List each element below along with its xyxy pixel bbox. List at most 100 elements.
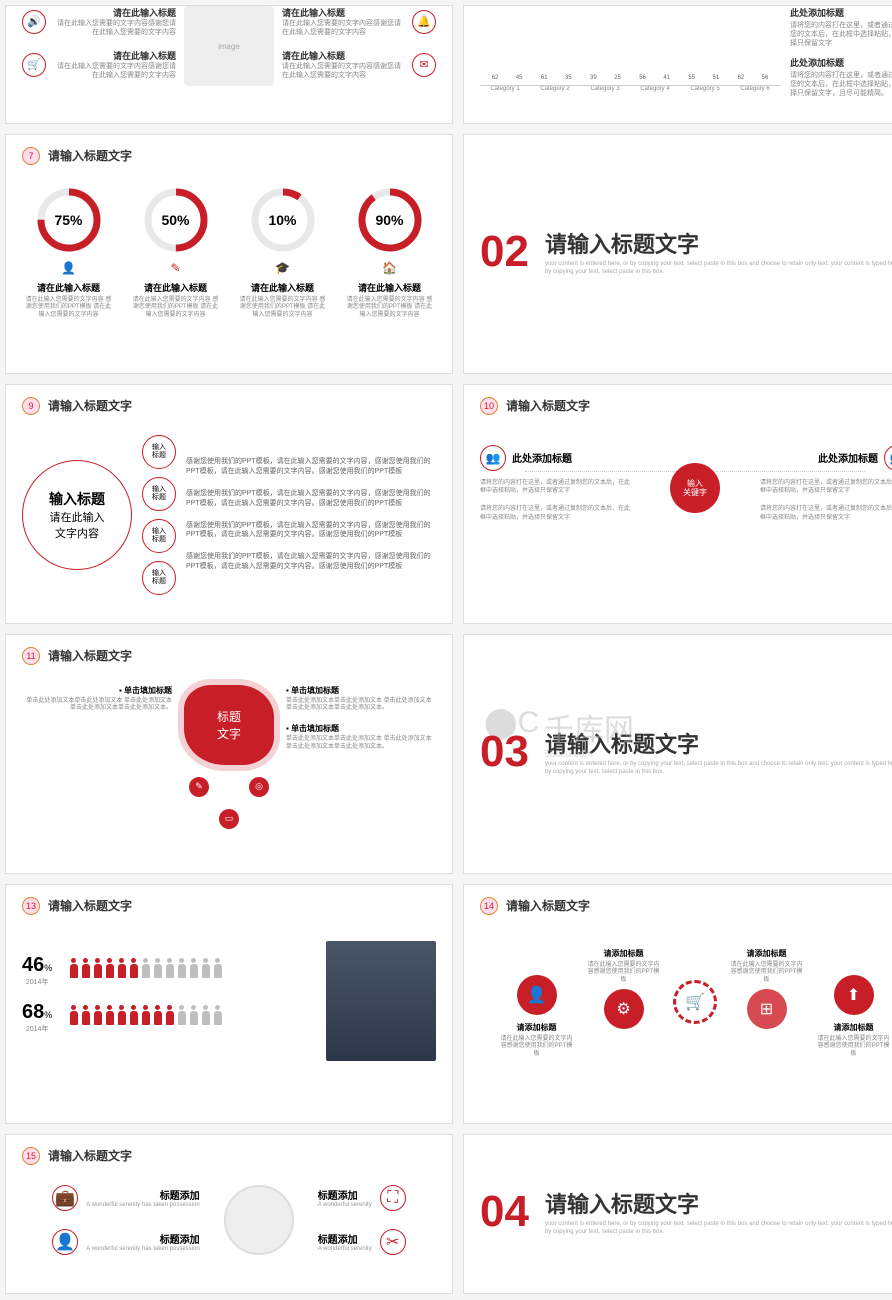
slide-number: 9 bbox=[22, 397, 40, 415]
s11-h: 单击填加标题 bbox=[286, 685, 436, 696]
section-title: 请输入标题文字 bbox=[545, 727, 892, 759]
person-icon bbox=[140, 958, 151, 982]
main-circle-bold: 输入标题 bbox=[49, 489, 105, 509]
person-icon bbox=[116, 1005, 127, 1029]
left-head: 此处添加标题 bbox=[512, 450, 572, 465]
building-image bbox=[326, 941, 436, 1061]
section-subtitle: your content is entered here, or by copy… bbox=[545, 1221, 892, 1237]
donut-icon: 🏠 bbox=[345, 261, 435, 275]
side-desc: 请将您的内容打在这里，或者通过复制您的文本后，在此框中选择粘贴，并选择只保留文字… bbox=[790, 71, 892, 98]
people-row: 46%2014年 bbox=[22, 954, 310, 987]
category-label: Category 4 bbox=[630, 86, 680, 92]
donut-desc: 请在此输入您需要的文字内容 感谢您使用我们的PPT模板 请在此输入您需要的文字内… bbox=[345, 297, 435, 320]
person-icon bbox=[212, 1005, 223, 1029]
slide-title: 请输入标题文字 bbox=[48, 147, 132, 164]
slide-11: 11 请输入标题文字 单击填加标题单击此处添加文本单击此处添加文本 单击此处添加… bbox=[5, 634, 453, 874]
s11-p: 单击此处添加文本单击此处添加文本 单击此处添加文本单击此处添加文本单击此处添加文… bbox=[286, 698, 436, 714]
feature-icon: 🛒 bbox=[22, 53, 46, 77]
donut-desc: 请在此输入您需要的文字内容 感谢您使用我们的PPT模板 请在此输入您需要的文字内… bbox=[238, 297, 328, 320]
section-subtitle: your content is entered here, or by copy… bbox=[545, 261, 892, 277]
feature-icon: 🔔 bbox=[412, 10, 436, 34]
people-icon: 👥 bbox=[480, 445, 506, 471]
section-02: 02 请输入标题文字 your content is entered here,… bbox=[463, 134, 892, 374]
petal-title: 请添加标题 bbox=[834, 1022, 874, 1033]
pen-icon: ✎ bbox=[189, 777, 209, 797]
right-p2: 请将您的内容打在这里，或者通过复制您的文本后，在此框中选择粘贴，并选择只保留文字 bbox=[760, 505, 892, 522]
year-label: 2014年 bbox=[22, 1024, 52, 1034]
person-icon bbox=[200, 958, 211, 982]
slide-9: 9 请输入标题文字 输入标题 请在此输入 文字内容 输入 标题输入 标题输入 标… bbox=[5, 384, 453, 624]
category-label: Category 3 bbox=[580, 86, 630, 92]
s11-h: 单击填加标题 bbox=[286, 723, 436, 734]
donut-desc: 请在此输入您需要的文字内容 感谢您使用我们的PPT模板 请在此输入您需要的文字内… bbox=[24, 297, 114, 320]
person-icon bbox=[152, 1005, 163, 1029]
right-head: 此处添加标题 bbox=[818, 450, 878, 465]
petal-title: 请添加标题 bbox=[604, 948, 644, 959]
donut-value: 75% bbox=[34, 185, 104, 255]
slide-title: 请输入标题文字 bbox=[48, 397, 132, 414]
slide-number: 7 bbox=[22, 147, 40, 165]
petal-icon: ⬆ bbox=[834, 975, 874, 1015]
bubble-para: 感谢您使用我们的PPT模板，请在此输入您需要的文字内容，感谢您使用我们的PPT模… bbox=[186, 489, 436, 509]
s15-icon: ⛶ bbox=[380, 1185, 406, 1211]
s15-icon: 💼 bbox=[52, 1185, 78, 1211]
left-p1: 请将您的内容打在这里，或者通过复制您的文本后，在此框中选择粘贴，并选择只保留文字 bbox=[480, 479, 630, 496]
category-label: Category 1 bbox=[480, 86, 530, 92]
person-icon bbox=[68, 1005, 79, 1029]
slide-number: 14 bbox=[480, 897, 498, 915]
people-row: 68%2014年 bbox=[22, 1001, 310, 1034]
person-icon bbox=[140, 1005, 151, 1029]
s15-title: 标题添加 bbox=[86, 1231, 199, 1246]
person-icon bbox=[164, 958, 175, 982]
feature-desc: 请在此输入您需要的文字内容感谢您请在此输入您需要的文字内容 bbox=[54, 62, 176, 80]
target-icon: ◎ bbox=[249, 777, 269, 797]
s11-item: 单击填加标题单击此处添加文本单击此处添加文本 单击此处添加文本单击此处添加文本单… bbox=[286, 685, 436, 714]
feature-desc: 请在此输入您需要的文字内容感谢您请在此输入您需要的文字内容 bbox=[282, 62, 404, 80]
s15-sub: A wonderful serenity has taken possessio… bbox=[86, 1246, 199, 1252]
petal-icon: ⊞ bbox=[747, 989, 787, 1029]
petal-desc: 请在此输入您需要的文字内容感谢您使用我们的PPT模板 bbox=[729, 962, 804, 985]
s11-item: 单击填加标题单击此处添加文本单击此处添加文本 单击此处添加文本单击此处添加文本单… bbox=[286, 723, 436, 752]
small-circle: 输入 标题 bbox=[142, 519, 176, 553]
s15-title: 标题添加 bbox=[318, 1231, 372, 1246]
person-icon bbox=[80, 1005, 91, 1029]
s11-p: 单击此处添加文本单击此处添加文本 单击此处添加文本单击此处添加文本单击此处添加文… bbox=[286, 736, 436, 752]
slide-number: 15 bbox=[22, 1147, 40, 1165]
s11-p: 单击此处添加文本单击此处添加文本 单击此处添加文本单击此处添加文本单击此处添加文… bbox=[22, 698, 172, 714]
donut-icon: ✎ bbox=[131, 261, 221, 275]
slide-title: 请输入标题文字 bbox=[506, 897, 590, 914]
right-p1: 请将您的内容打在这里，或者通过复制您的文本后，在此框中选择粘贴，并选择只保留文字 bbox=[760, 479, 892, 496]
year-label: 2014年 bbox=[22, 977, 52, 987]
bubble-para: 感谢您使用我们的PPT模板，请在此输入您需要的文字内容，感谢您使用我们的PPT模… bbox=[186, 552, 436, 572]
person-icon bbox=[176, 958, 187, 982]
section-title: 请输入标题文字 bbox=[545, 227, 892, 259]
person-icon bbox=[128, 1005, 139, 1029]
s15-item: 标题添加A wonderful serenity has taken posse… bbox=[52, 1185, 199, 1211]
bubble-para: 感谢您使用我们的PPT模板，请在此输入您需要的文字内容，感谢您使用我们的PPT模… bbox=[186, 521, 436, 541]
slide-title: 请输入标题文字 bbox=[48, 1147, 132, 1164]
petal: 请添加标题请在此输入您需要的文字内容感谢您使用我们的PPT模板⚙ bbox=[586, 945, 661, 1033]
donut-value: 10% bbox=[248, 185, 318, 255]
center-keyword: 输入 关键字 bbox=[670, 463, 720, 513]
donut-title: 请在此输入标题 bbox=[24, 281, 114, 294]
icon-feature: 请在此输入标题请在此输入您需要的文字内容感谢您请在此输入您需要的文字内容 ✉ bbox=[282, 49, 436, 80]
section-title: 请输入标题文字 bbox=[545, 1187, 892, 1219]
feature-title: 请在此输入标题 bbox=[282, 6, 404, 19]
main-circle-l2: 请在此输入 bbox=[50, 509, 105, 525]
person-icon bbox=[128, 958, 139, 982]
pct-unit: % bbox=[44, 963, 52, 973]
donut-title: 请在此输入标题 bbox=[131, 281, 221, 294]
donut-desc: 请在此输入您需要的文字内容 感谢您使用我们的PPT模板 请在此输入您需要的文字内… bbox=[131, 297, 221, 320]
donut-item: 50% ✎ 请在此输入标题 请在此输入您需要的文字内容 感谢您使用我们的PPT模… bbox=[131, 185, 221, 320]
person-icon bbox=[152, 958, 163, 982]
section-04: 04 请输入标题文字 your content is entered here,… bbox=[463, 1134, 892, 1294]
s15-title: 标题添加 bbox=[86, 1187, 199, 1202]
s15-icon: ✂ bbox=[380, 1229, 406, 1255]
slide-number: 13 bbox=[22, 897, 40, 915]
petal: 请添加标题请在此输入您需要的文字内容感谢您使用我们的PPT模板⊞ bbox=[729, 945, 804, 1033]
s15-icon: 👤 bbox=[52, 1229, 78, 1255]
center-image-placeholder: image bbox=[184, 6, 274, 86]
s15-item: 标题添加A wonderful serenity✂ bbox=[318, 1229, 406, 1255]
left-p2: 请将您的内容打在这里，或者通过复制您的文本后，在此框中选择粘贴，并选择只保留文字 bbox=[480, 505, 630, 522]
center-cart-icon: 🛒 bbox=[673, 980, 717, 1024]
